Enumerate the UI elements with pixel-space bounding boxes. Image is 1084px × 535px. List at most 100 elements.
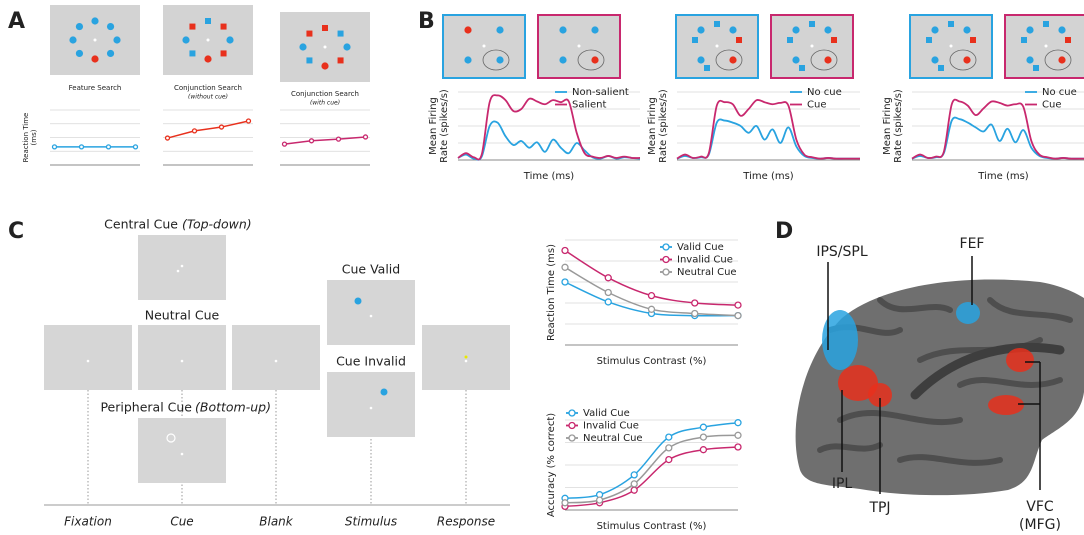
data-point — [649, 306, 655, 312]
region-label: (MFG) — [1019, 517, 1061, 533]
search-item — [76, 23, 83, 30]
trial-screen — [138, 418, 226, 483]
data-point — [631, 472, 637, 478]
search-item — [926, 37, 932, 43]
y-axis-label: Reaction Time — [22, 113, 30, 163]
search-item — [113, 36, 120, 43]
fixation-dot — [324, 46, 327, 49]
data-point — [735, 420, 741, 426]
search-item — [189, 24, 195, 30]
x-axis-label: Time (ms) — [742, 171, 794, 182]
panel-letter: D — [775, 219, 793, 244]
legend-label: Invalid Cue — [677, 255, 733, 266]
search-item — [559, 26, 566, 33]
x-axis-label: Time (ms) — [977, 171, 1029, 182]
panel-letter: C — [8, 219, 24, 244]
data-point — [247, 119, 251, 123]
trial-screen — [327, 372, 415, 437]
legend-label: Neutral Cue — [583, 433, 643, 444]
fixation-dot — [1045, 45, 1048, 48]
data-line — [677, 119, 860, 158]
data-point — [700, 447, 706, 453]
data-line — [912, 118, 1084, 159]
legend-label: No cue — [807, 87, 842, 98]
cue-dot — [181, 265, 184, 268]
search-item — [931, 56, 938, 63]
fixation-dot — [483, 45, 486, 48]
chart-title: Conjunction Search — [291, 90, 359, 98]
search-item — [226, 36, 233, 43]
data-point — [80, 145, 84, 149]
data-point — [631, 487, 637, 493]
fixation-dot — [181, 360, 184, 363]
chart-subtitle: (without cue) — [188, 94, 228, 101]
condition-label: (Top-down) — [182, 217, 252, 232]
search-item — [1026, 56, 1033, 63]
search-item — [343, 43, 350, 50]
search-item — [792, 26, 799, 33]
data-point — [700, 434, 706, 440]
x-axis-label: Stimulus Contrast (%) — [597, 521, 707, 532]
search-item — [464, 56, 471, 63]
data-point — [649, 293, 655, 299]
fixation-dot — [370, 407, 373, 410]
search-item — [107, 23, 114, 30]
search-item — [1058, 26, 1065, 33]
legend-label: Cue — [807, 100, 826, 111]
activation — [956, 302, 980, 324]
search-item — [1065, 37, 1071, 43]
y-axis-label: Mean Firing — [647, 97, 658, 155]
chart-subtitle: (with cue) — [310, 100, 340, 107]
search-item — [221, 24, 227, 30]
search-item — [221, 50, 227, 56]
search-item — [697, 26, 704, 33]
search-item — [1033, 65, 1039, 71]
search-item — [931, 26, 938, 33]
search-item — [729, 56, 736, 63]
data-point — [605, 290, 611, 296]
data-point — [220, 125, 224, 129]
search-item — [809, 21, 815, 27]
search-item — [107, 50, 114, 57]
data-line — [565, 435, 738, 503]
search-item — [306, 57, 312, 63]
data-point — [692, 311, 698, 317]
fixation-dot — [578, 45, 581, 48]
legend-label: No cue — [1042, 87, 1077, 98]
search-item — [322, 25, 328, 31]
search-item — [464, 26, 471, 33]
panel-letter: B — [418, 9, 435, 34]
search-item — [799, 65, 805, 71]
trial-screen — [232, 325, 320, 390]
legend-marker — [663, 269, 669, 275]
chart-title: Conjunction Search — [174, 84, 242, 92]
data-point — [283, 142, 287, 146]
step-label: Fixation — [64, 515, 112, 529]
data-point — [666, 457, 672, 463]
search-item — [1043, 21, 1049, 27]
data-point — [735, 444, 741, 450]
condition-label: Central Cue — [104, 217, 178, 232]
search-item — [704, 65, 710, 71]
activation — [988, 395, 1024, 415]
search-item — [697, 56, 704, 63]
data-point — [134, 145, 138, 149]
condition-label: Neutral Cue — [145, 308, 220, 323]
search-item — [189, 50, 195, 56]
y-axis-label: Accuracy (% correct) — [546, 413, 557, 517]
data-point — [193, 129, 197, 133]
legend-label: Valid Cue — [677, 242, 724, 253]
legend-marker — [569, 435, 575, 441]
search-item — [306, 31, 312, 37]
legend-label: Invalid Cue — [583, 421, 639, 432]
data-point — [605, 299, 611, 305]
search-item — [69, 36, 76, 43]
y-axis-label: Rate (spikes/s) — [439, 89, 450, 163]
data-point — [666, 445, 672, 451]
y-axis-label: Mean Firing — [428, 97, 439, 155]
region-label: FEF — [960, 236, 985, 252]
response-dot — [465, 356, 468, 359]
data-point — [337, 137, 341, 141]
search-item — [205, 18, 211, 24]
search-item — [736, 37, 742, 43]
